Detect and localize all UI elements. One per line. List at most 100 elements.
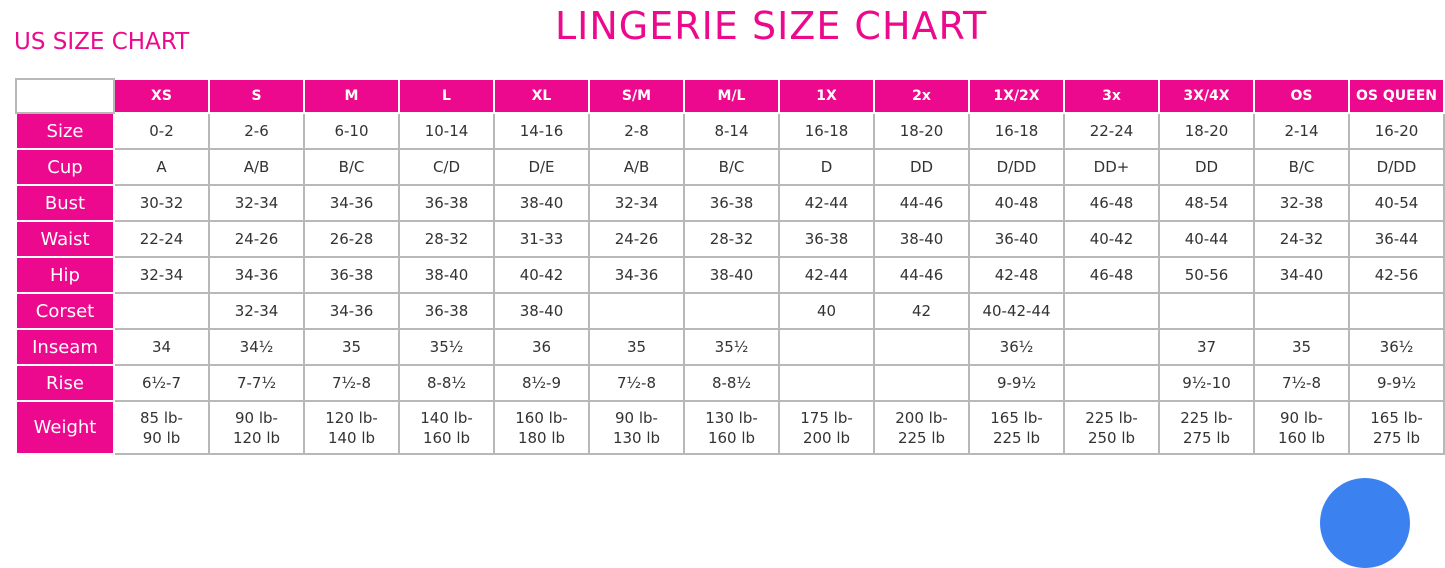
table-cell: 38-40 bbox=[683, 256, 780, 294]
table-cell: 22-24 bbox=[1063, 112, 1160, 150]
table-cell: 35½ bbox=[683, 328, 780, 366]
table-cell: 2-8 bbox=[588, 112, 685, 150]
row-label: Weight bbox=[15, 400, 115, 455]
table-cell: 7-7½ bbox=[208, 364, 305, 402]
table-cell: B/C bbox=[1253, 148, 1350, 186]
table-cell: D/DD bbox=[968, 148, 1065, 186]
table-cell: 32-34 bbox=[208, 292, 305, 330]
floating-action-button[interactable] bbox=[1320, 478, 1410, 568]
table-cell: 24-26 bbox=[208, 220, 305, 258]
table-cell: 36-40 bbox=[968, 220, 1065, 258]
table-cell: 40-48 bbox=[968, 184, 1065, 222]
table-cell: A/B bbox=[208, 148, 305, 186]
page-title: LINGERIE SIZE CHART bbox=[555, 4, 988, 48]
table-cell: 37 bbox=[1158, 328, 1255, 366]
table-cell bbox=[1063, 364, 1160, 402]
table-cell: 165 lb- 275 lb bbox=[1348, 400, 1445, 455]
table-cell: 10-14 bbox=[398, 112, 495, 150]
table-cell: 34-36 bbox=[303, 292, 400, 330]
table-cell: 225 lb- 250 lb bbox=[1063, 400, 1160, 455]
table-cell: 36-38 bbox=[398, 292, 495, 330]
table-cell: 160 lb- 180 lb bbox=[493, 400, 590, 455]
table-cell: 40-44 bbox=[1158, 220, 1255, 258]
table-cell: 40-42 bbox=[1063, 220, 1160, 258]
table-cell bbox=[1158, 292, 1255, 330]
column-header: 3x bbox=[1063, 78, 1160, 114]
table-cell: 36-38 bbox=[683, 184, 780, 222]
table-cell: 44-46 bbox=[873, 184, 970, 222]
table-cell: 130 lb- 160 lb bbox=[683, 400, 780, 455]
table-cell bbox=[778, 328, 875, 366]
table-row: Hip 32-34 34-36 36-38 38-40 40-42 34-36 38-40 42… bbox=[15, 256, 1445, 294]
table-cell: 40-42 bbox=[493, 256, 590, 294]
table-cell: 18-20 bbox=[1158, 112, 1255, 150]
table-cell: 2-14 bbox=[1253, 112, 1350, 150]
table-row: Corset 32-34 34-36 36-38 38-40 40 42 40-42-44 bbox=[15, 292, 1445, 330]
table-cell: 16-20 bbox=[1348, 112, 1445, 150]
table-cell: 34-36 bbox=[208, 256, 305, 294]
table-cell: 7½-8 bbox=[1253, 364, 1350, 402]
table-cell: 8-8½ bbox=[683, 364, 780, 402]
table-cell: A bbox=[113, 148, 210, 186]
table-cell: 8-8½ bbox=[398, 364, 495, 402]
table-cell bbox=[1253, 292, 1350, 330]
table-cell: 36-44 bbox=[1348, 220, 1445, 258]
table-cell: 175 lb- 200 lb bbox=[778, 400, 875, 455]
table-cell: 200 lb- 225 lb bbox=[873, 400, 970, 455]
header-row: XS S M L XL S/M M/L 1X 2x 1X/2X 3x 3X/4X OS OS QUEEN bbox=[15, 78, 1445, 114]
table-cell: 46-48 bbox=[1063, 184, 1160, 222]
row-label: Cup bbox=[15, 148, 115, 186]
table-cell: 90 lb- 130 lb bbox=[588, 400, 685, 455]
table-cell: 9-9½ bbox=[1348, 364, 1445, 402]
table-cell: 36½ bbox=[968, 328, 1065, 366]
table-cell: 35 bbox=[1253, 328, 1350, 366]
table-row: Bust 30-32 32-34 34-36 36-38 38-40 32-34 36-38 4… bbox=[15, 184, 1445, 222]
table-cell: 36 bbox=[493, 328, 590, 366]
table-cell: 2-6 bbox=[208, 112, 305, 150]
table-cell bbox=[588, 292, 685, 330]
table-cell: 140 lb- 160 lb bbox=[398, 400, 495, 455]
table-cell: 34-36 bbox=[588, 256, 685, 294]
table-cell: 90 lb- 120 lb bbox=[208, 400, 305, 455]
table-cell: DD+ bbox=[1063, 148, 1160, 186]
table-cell: A/B bbox=[588, 148, 685, 186]
table-cell: 40-42-44 bbox=[968, 292, 1065, 330]
row-label: Bust bbox=[15, 184, 115, 222]
column-header: OS QUEEN bbox=[1348, 78, 1445, 114]
table-cell: 24-32 bbox=[1253, 220, 1350, 258]
table-cell: C/D bbox=[398, 148, 495, 186]
table-cell: 40 bbox=[778, 292, 875, 330]
row-label: Inseam bbox=[15, 328, 115, 366]
table-cell: 35 bbox=[588, 328, 685, 366]
table-cell: D/E bbox=[493, 148, 590, 186]
table-cell: 42-44 bbox=[778, 184, 875, 222]
table-row: Rise 6½-7 7-7½ 7½-8 8-8½ 8½-9 7½-8 8-8½ 9-9½ 9½-1… bbox=[15, 364, 1445, 402]
table-cell: 120 lb- 140 lb bbox=[303, 400, 400, 455]
table-cell: 35½ bbox=[398, 328, 495, 366]
column-header: 1X/2X bbox=[968, 78, 1065, 114]
table-cell bbox=[113, 292, 210, 330]
table-cell: 8½-9 bbox=[493, 364, 590, 402]
table-row: Size 0-2 2-6 6-10 10-14 14-16 2-8 8-14 16-18 18-2… bbox=[15, 112, 1445, 150]
table-cell: 31-33 bbox=[493, 220, 590, 258]
table-row: Inseam 34 34½ 35 35½ 36 35 35½ 36½ 37 35 36½ bbox=[15, 328, 1445, 366]
table-cell: 7½-8 bbox=[588, 364, 685, 402]
table-cell: D/DD bbox=[1348, 148, 1445, 186]
table-cell: 9-9½ bbox=[968, 364, 1065, 402]
table-cell: 225 lb- 275 lb bbox=[1158, 400, 1255, 455]
table-cell: 44-46 bbox=[873, 256, 970, 294]
table-cell: 7½-8 bbox=[303, 364, 400, 402]
row-label: Rise bbox=[15, 364, 115, 402]
table-cell bbox=[1063, 292, 1160, 330]
column-header: XL bbox=[493, 78, 590, 114]
row-label: Corset bbox=[15, 292, 115, 330]
table-cell: 50-56 bbox=[1158, 256, 1255, 294]
corner-cell bbox=[15, 78, 115, 114]
table-cell: 42-48 bbox=[968, 256, 1065, 294]
table-cell: 9½-10 bbox=[1158, 364, 1255, 402]
table-cell: 28-32 bbox=[683, 220, 780, 258]
table-cell: 48-54 bbox=[1158, 184, 1255, 222]
table-cell: 0-2 bbox=[113, 112, 210, 150]
table-cell: 36-38 bbox=[303, 256, 400, 294]
table-cell: 34-36 bbox=[303, 184, 400, 222]
